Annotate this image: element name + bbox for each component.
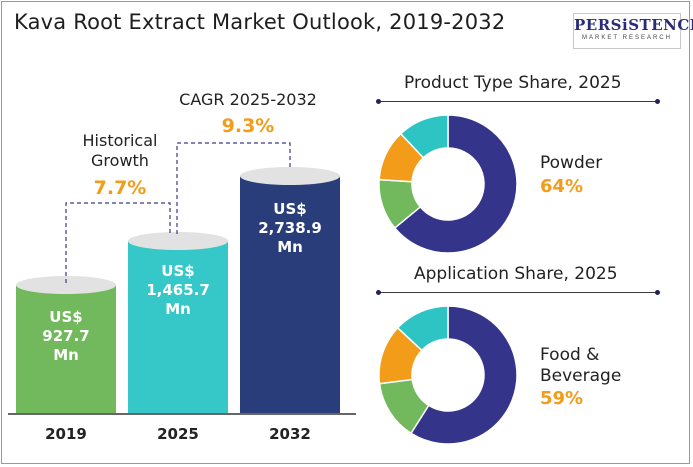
application-label-line1: Food &	[540, 345, 600, 365]
bar-2019-unit: Mn	[53, 346, 79, 364]
historical-growth-label: Historical Growth	[60, 131, 180, 171]
application-donut-slice-3	[396, 305, 449, 352]
brand-logo: PERSiSTENCE MARKET RESEARCH	[573, 13, 693, 49]
bar-2025	[128, 232, 228, 413]
product-share-divider	[376, 99, 660, 104]
bar-label-2019: US$ 927.7 Mn	[16, 308, 116, 365]
historical-label-line2: Growth	[91, 151, 149, 170]
historical-growth-value: 7.7%	[93, 177, 147, 199]
product-share-pct: 64%	[540, 176, 584, 197]
cagr-label: CAGR 2025-2032	[179, 90, 317, 109]
product-share-label: Powder	[540, 153, 603, 173]
bar-2032-currency: US$	[273, 200, 307, 218]
bars-layer	[8, 167, 356, 415]
historical-connector	[65, 202, 171, 283]
bar-top-2032	[240, 167, 340, 185]
bar-body-2019	[16, 285, 116, 413]
product-donut-slice-3	[399, 114, 449, 159]
logo-sub-text: MARKET RESEARCH	[582, 35, 672, 41]
bar-2025-unit: Mn	[165, 300, 191, 318]
bar-2019	[16, 276, 116, 413]
bar-2025-currency: US$	[161, 262, 195, 280]
historical-label-line1: Historical	[82, 131, 158, 150]
bar-2032	[240, 167, 340, 413]
bar-top-2025	[128, 232, 228, 250]
bar-2025-value: 1,465.7	[146, 281, 210, 299]
bar-2032-value: 2,738.9	[258, 219, 322, 237]
product-donut	[378, 114, 518, 254]
cagr-value: 9.3%	[221, 115, 275, 137]
application-donut-slice-0	[409, 305, 518, 445]
logo-main-text: PERSiSTENCE	[574, 16, 693, 34]
application-share-divider	[376, 290, 660, 295]
year-label-2032: 2032	[269, 425, 311, 443]
year-label-2025: 2025	[157, 425, 199, 443]
application-label-line2: Beverage	[540, 366, 622, 386]
application-share-label: Food & Beverage	[540, 345, 621, 387]
application-share-title: Application Share, 2025	[414, 264, 618, 284]
bar-body-2032	[240, 176, 340, 413]
product-share-title: Product Type Share, 2025	[404, 73, 622, 93]
bar-2019-currency: US$	[49, 308, 83, 326]
product-donut-slice-0	[393, 114, 518, 254]
bar-label-2025: US$ 1,465.7 Mn	[128, 262, 228, 319]
connectors-layer	[65, 142, 291, 283]
bar-body-2025	[128, 241, 228, 413]
bar-label-2032: US$ 2,738.9 Mn	[240, 200, 340, 257]
chart-title: Kava Root Extract Market Outlook, 2019-2…	[14, 10, 506, 34]
bar-top-2019	[16, 276, 116, 294]
bar-2032-unit: Mn	[277, 238, 303, 256]
application-donut	[378, 305, 518, 445]
application-share-pct: 59%	[540, 388, 584, 409]
cagr-connector	[176, 142, 291, 234]
bar-2019-value: 927.7	[42, 327, 90, 345]
year-label-2019: 2019	[45, 425, 87, 443]
